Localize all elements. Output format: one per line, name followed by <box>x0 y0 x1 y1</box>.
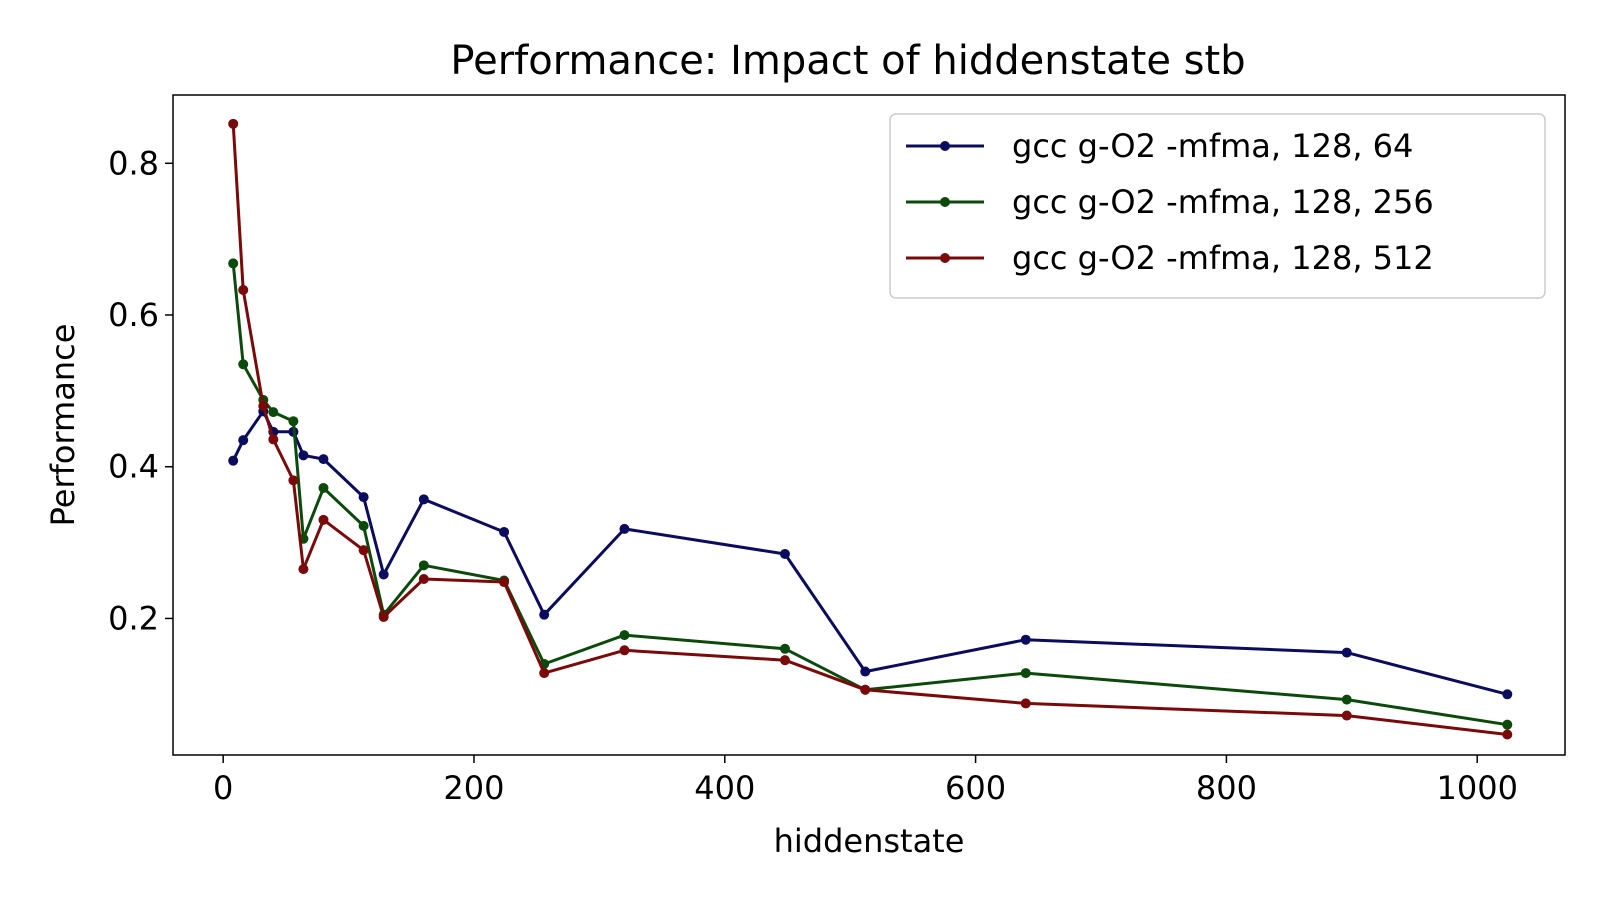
data-point <box>268 407 279 418</box>
data-point <box>288 416 299 427</box>
data-point <box>358 520 369 531</box>
data-point <box>779 655 790 666</box>
data-point <box>238 359 249 370</box>
y-tick-label: 0.4 <box>108 448 159 486</box>
data-point <box>238 284 249 295</box>
data-point <box>318 482 329 493</box>
y-axis: 0.2 0.4 0.6 0.8 <box>108 144 173 637</box>
legend-label: gcc g-O2 -mfma, 128, 64 <box>1012 127 1413 165</box>
data-point <box>418 494 429 505</box>
data-point <box>378 569 389 580</box>
data-point <box>318 454 329 465</box>
data-point <box>378 611 389 622</box>
legend-swatch-marker <box>940 141 950 151</box>
legend-label: gcc g-O2 -mfma, 128, 512 <box>1012 239 1434 277</box>
data-point <box>228 258 239 269</box>
legend-swatch-marker <box>940 253 950 263</box>
data-point <box>268 434 279 445</box>
y-tick-label: 0.2 <box>108 599 159 637</box>
x-axis: 0 200 400 600 800 1000 <box>213 755 1518 807</box>
data-point <box>499 577 510 588</box>
x-axis-label: hiddenstate <box>774 822 965 860</box>
data-point <box>619 630 630 641</box>
plot-area <box>172 94 1566 756</box>
data-point <box>298 564 309 575</box>
chart-title: Performance: Impact of hiddenstate stb <box>450 38 1245 84</box>
series-line <box>231 123 1508 736</box>
data-point <box>238 435 249 446</box>
data-point <box>1341 694 1352 705</box>
x-tick-label: 0 <box>213 769 233 807</box>
data-point <box>1020 634 1031 645</box>
legend-entry: gcc g-O2 -mfma, 128, 64 <box>906 127 1413 165</box>
series-3 <box>228 118 1513 740</box>
y-axis-label: Performance <box>44 324 82 527</box>
x-tick-label: 200 <box>443 769 504 807</box>
data-point <box>418 560 429 571</box>
data-point <box>619 645 630 656</box>
data-point <box>860 684 871 695</box>
series-2 <box>228 258 1513 730</box>
legend-entry: gcc g-O2 -mfma, 128, 512 <box>906 239 1434 277</box>
x-tick-label: 1000 <box>1436 769 1517 807</box>
data-point <box>358 492 369 503</box>
series-1 <box>228 406 1513 700</box>
data-point <box>1502 719 1513 730</box>
data-point <box>318 514 329 525</box>
data-point <box>1341 710 1352 721</box>
series-line <box>231 263 1508 727</box>
data-point <box>860 666 871 677</box>
legend-box <box>889 113 1546 299</box>
data-point <box>779 643 790 654</box>
data-point <box>418 574 429 584</box>
x-tick-label: 400 <box>694 769 755 807</box>
legend-label: gcc g-O2 -mfma, 128, 256 <box>1012 183 1434 221</box>
data-point <box>1020 668 1031 679</box>
data-point <box>499 526 510 537</box>
data-point <box>258 401 269 412</box>
y-tick-label: 0.6 <box>108 296 159 334</box>
data-point <box>1502 689 1513 700</box>
data-point <box>288 475 299 486</box>
data-point <box>1502 729 1513 740</box>
data-point <box>1020 698 1031 709</box>
series-line <box>231 409 1508 696</box>
legend-entry: gcc g-O2 -mfma, 128, 256 <box>906 183 1434 221</box>
x-tick-label: 800 <box>1196 769 1257 807</box>
data-point <box>539 668 550 679</box>
data-point <box>779 548 790 559</box>
data-point <box>619 523 630 534</box>
data-point <box>1341 647 1352 658</box>
legend-swatch-marker <box>940 197 950 207</box>
data-point <box>358 545 369 556</box>
data-point <box>298 450 309 461</box>
series-layer <box>228 118 1513 740</box>
y-tick-label: 0.8 <box>108 144 159 182</box>
data-point <box>228 118 239 129</box>
x-tick-label: 600 <box>945 769 1006 807</box>
data-point <box>539 609 550 620</box>
data-point <box>228 455 239 466</box>
legend: gcc g-O2 -mfma, 128, 64 gcc g-O2 -mfma, 1… <box>889 113 1546 299</box>
